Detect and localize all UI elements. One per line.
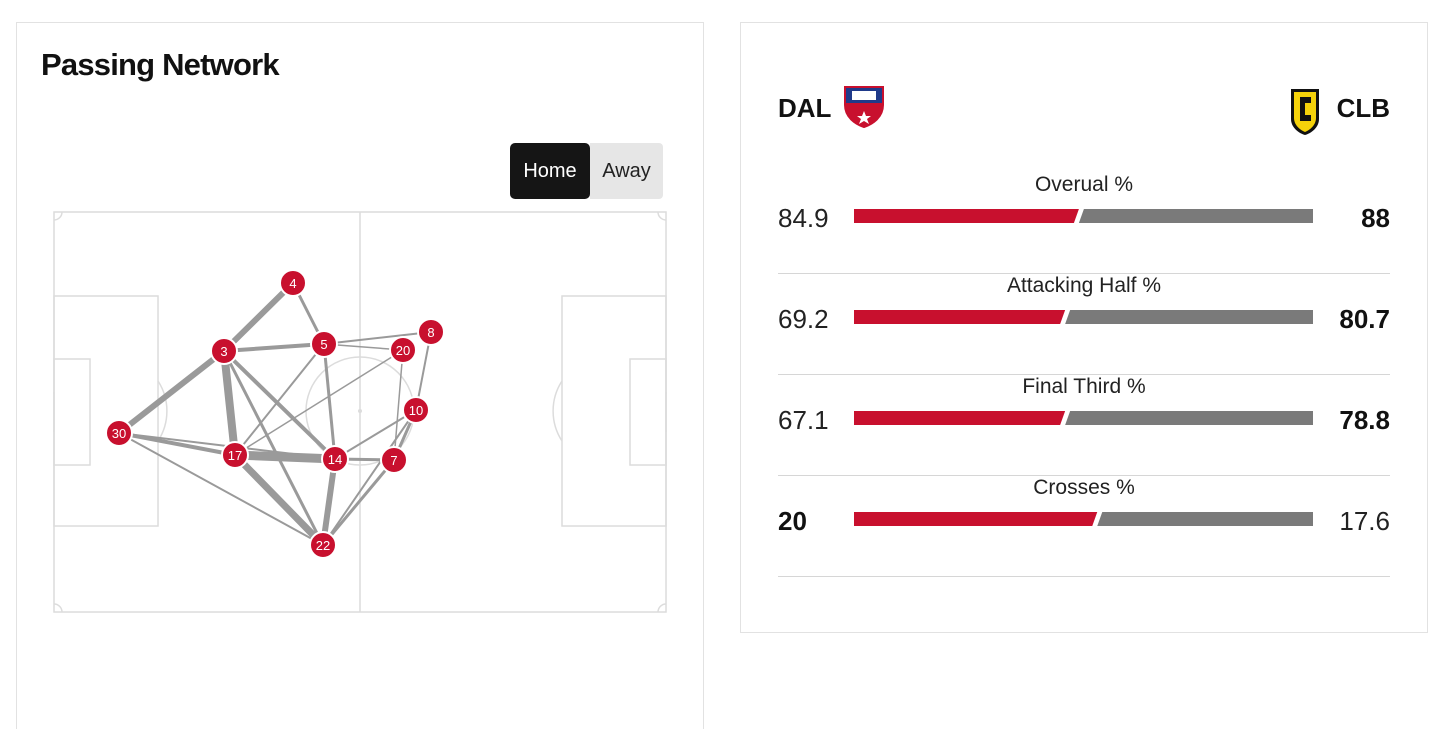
- player-number-label: 3: [220, 344, 227, 359]
- stat-row: Overual % 84.9 88: [778, 173, 1390, 274]
- player-node-8[interactable]: 8: [417, 318, 445, 346]
- home-stat-value: 69.2: [778, 304, 829, 334]
- player-node-circle: [279, 269, 307, 297]
- player-node-circle: [210, 337, 238, 365]
- away-stat-value: 80.7: [1339, 304, 1390, 334]
- player-node-4[interactable]: 4: [279, 269, 307, 297]
- pass-link: [322, 342, 337, 461]
- home-bar-segment: [854, 209, 1079, 223]
- pass-link: [118, 432, 324, 546]
- stat-bar: [854, 310, 1313, 324]
- away-stat-value: 17.6: [1339, 506, 1390, 536]
- player-node-7[interactable]: 7: [380, 446, 408, 474]
- player-node-circle: [321, 445, 349, 473]
- player-node-circle: [417, 318, 445, 346]
- passing-network-card: Passing Network Home Away 4 3 5 8 20 10 30 17 14…: [16, 22, 704, 729]
- pass-link: [222, 349, 325, 547]
- home-toggle-button[interactable]: Home: [510, 143, 590, 199]
- stat-row: Attacking Half % 69.2 80.7: [778, 274, 1390, 375]
- player-node-circle: [310, 330, 338, 358]
- away-stat-value: 78.8: [1339, 405, 1390, 435]
- home-stat-value: 67.1: [778, 405, 829, 435]
- player-number-label: 20: [396, 343, 410, 358]
- passing-comparison-card: DAL CLB Overual % 84.9 88 Attacking Half % 6…: [740, 22, 1428, 633]
- player-node-14[interactable]: 14: [321, 445, 349, 473]
- pass-link: [116, 348, 227, 436]
- player-nodes: 4 3 5 8 20 10 30 17 14 7 22: [105, 269, 445, 559]
- player-node-circle: [380, 446, 408, 474]
- player-node-5[interactable]: 5: [310, 330, 338, 358]
- stat-bar: [854, 411, 1313, 425]
- pass-link: [323, 331, 432, 345]
- home-stat-value: 20: [778, 506, 807, 536]
- stat-row: Crosses % 20 17.6: [778, 476, 1390, 577]
- away-stat-value: 88: [1361, 203, 1390, 233]
- pass-link: [334, 409, 417, 460]
- away-bar-segment: [1065, 411, 1313, 425]
- pass-link: [320, 456, 338, 548]
- stat-row: Final Third % 67.1 78.8: [778, 375, 1390, 476]
- home-bar-segment: [854, 310, 1066, 324]
- player-number-label: 7: [390, 453, 397, 468]
- player-node-circle: [309, 531, 337, 559]
- player-number-label: 10: [409, 403, 423, 418]
- stat-label: Final Third %: [1022, 375, 1146, 398]
- passing-network-title: Passing Network: [41, 47, 280, 82]
- pass-link: [231, 451, 327, 549]
- pass-links: [116, 280, 432, 549]
- pass-link: [321, 458, 396, 547]
- pitch-markings: [53, 211, 667, 613]
- player-number-label: 22: [316, 538, 330, 553]
- player-node-circle: [402, 396, 430, 424]
- player-node-3[interactable]: 3: [210, 337, 238, 365]
- player-node-17[interactable]: 17: [221, 441, 249, 469]
- player-node-22[interactable]: 22: [309, 531, 337, 559]
- away-bar-segment: [1065, 310, 1313, 324]
- pass-link: [222, 342, 326, 353]
- away-bar-segment: [1078, 209, 1313, 223]
- passing-network-pitch: 4 3 5 8 20 10 30 17 14 7 22: [53, 211, 667, 613]
- pass-link: [220, 347, 239, 459]
- away-bar-segment: [1097, 512, 1313, 526]
- player-number-label: 5: [320, 337, 327, 352]
- pass-link: [234, 343, 325, 456]
- stat-label: Overual %: [1034, 173, 1134, 196]
- home-stat-value: 84.9: [778, 203, 829, 233]
- home-team-abbr: DAL: [778, 93, 832, 123]
- pass-link: [222, 349, 337, 461]
- stat-label: Attacking Half %: [1006, 274, 1162, 297]
- stat-label: Crosses %: [1033, 476, 1135, 499]
- away-toggle-button[interactable]: Away: [590, 143, 663, 199]
- fc-dallas-crest-icon: [844, 86, 884, 129]
- pass-link: [393, 349, 404, 461]
- player-number-label: 4: [289, 276, 296, 291]
- pass-link: [230, 450, 340, 464]
- stat-bar: [854, 209, 1313, 223]
- columbus-crew-crest-icon: [1291, 89, 1319, 135]
- player-node-30[interactable]: 30: [105, 419, 133, 447]
- player-node-circle: [389, 336, 417, 364]
- player-number-label: 14: [328, 452, 342, 467]
- stat-bar: [854, 512, 1313, 526]
- home-bar-segment: [854, 411, 1066, 425]
- pass-link: [234, 349, 404, 456]
- pass-link: [322, 409, 417, 546]
- away-team-abbr: CLB: [1336, 93, 1390, 123]
- home-bar-segment: [854, 512, 1098, 526]
- player-number-label: 30: [112, 426, 126, 441]
- player-node-circle: [105, 419, 133, 447]
- player-number-label: 8: [427, 325, 434, 340]
- player-number-label: 17: [228, 448, 242, 463]
- player-node-10[interactable]: 10: [402, 396, 430, 424]
- pass-link: [221, 280, 296, 354]
- player-node-20[interactable]: 20: [389, 336, 417, 364]
- player-node-circle: [221, 441, 249, 469]
- pass-link: [117, 431, 237, 457]
